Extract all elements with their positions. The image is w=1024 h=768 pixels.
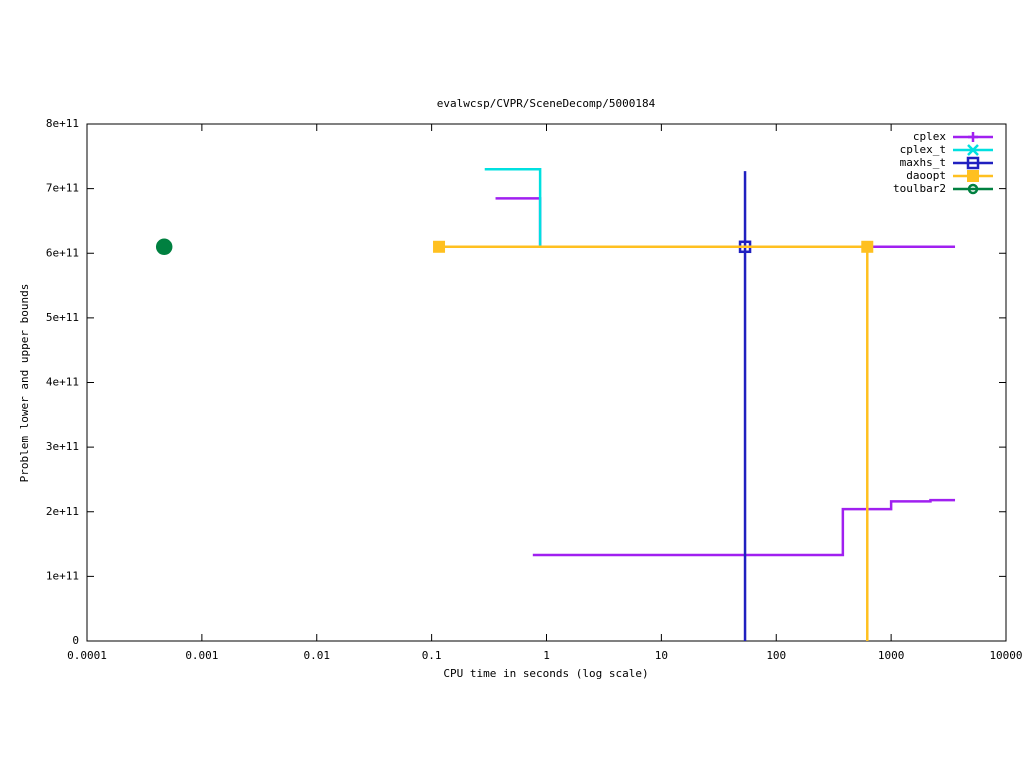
- legend-label: toulbar2: [893, 182, 946, 195]
- legend-marker: [967, 183, 979, 195]
- legend-label: daoopt: [906, 169, 946, 182]
- x-tick-label: 0.1: [422, 649, 442, 662]
- legend-marker: [967, 144, 979, 156]
- marker: [155, 238, 173, 256]
- series-line: [439, 245, 869, 641]
- x-tick-label: 1000: [878, 649, 905, 662]
- chart-title: evalwcsp/CVPR/SceneDecomp/5000184: [437, 97, 656, 110]
- y-axis-label: Problem lower and upper bounds: [18, 284, 31, 483]
- x-tick-label: 0.0001: [67, 649, 107, 662]
- legend-label: cplex: [913, 130, 946, 143]
- marker: [433, 240, 446, 253]
- y-tick-label: 5e+11: [46, 311, 79, 324]
- series-line: [484, 167, 542, 247]
- x-tick-label: 1: [543, 649, 550, 662]
- y-tick-label: 7e+11: [46, 182, 79, 195]
- series-line: [495, 197, 956, 557]
- legend-marker: [967, 170, 979, 182]
- y-tick-label: 2e+11: [46, 505, 79, 518]
- legend-marker: [968, 132, 978, 142]
- y-tick-label: 6e+11: [46, 246, 79, 259]
- x-tick-label: 10: [655, 649, 668, 662]
- x-tick-label: 10000: [989, 649, 1022, 662]
- legend-label: cplex_t: [900, 143, 946, 156]
- y-tick-label: 8e+11: [46, 117, 79, 130]
- y-tick-label: 0: [72, 634, 79, 647]
- x-tick-label: 0.01: [304, 649, 331, 662]
- x-tick-label: 0.001: [185, 649, 218, 662]
- legend-marker: [966, 156, 980, 170]
- x-tick-label: 100: [766, 649, 786, 662]
- x-axis-label: CPU time in seconds (log scale): [443, 667, 648, 680]
- y-tick-label: 4e+11: [46, 376, 79, 389]
- legend-label: maxhs_t: [900, 156, 946, 169]
- y-tick-label: 3e+11: [46, 440, 79, 453]
- y-tick-label: 1e+11: [46, 569, 79, 582]
- marker: [861, 240, 874, 253]
